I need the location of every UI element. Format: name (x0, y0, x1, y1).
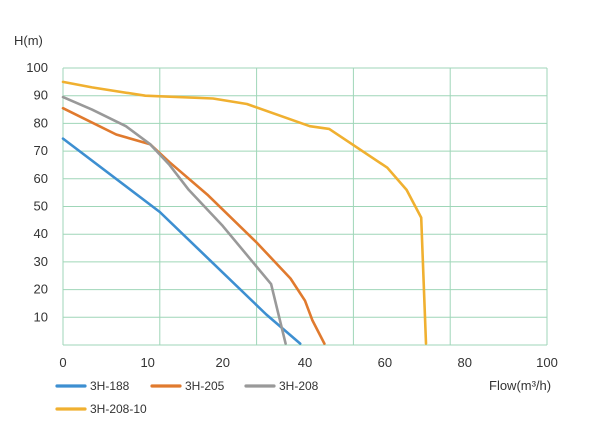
x-tick-label: 10 (140, 355, 154, 370)
series-line-3h-205 (61, 106, 326, 345)
y-tick-label: 10 (34, 309, 48, 324)
y-tick-label: 20 (34, 282, 48, 297)
y-tick-label: 80 (34, 115, 48, 130)
series-line-3h-208 (61, 95, 287, 345)
tick-labels: 10 20 30 40 50 60 70 80 90 100 0 10 20 40 60 80 100 (26, 60, 558, 370)
series-line-3h-208-10 (61, 80, 428, 345)
series-lines (61, 80, 428, 345)
y-tick-label: 90 (34, 88, 48, 103)
legend-label: 3H-208-10 (90, 402, 147, 416)
x-tick-label: 100 (536, 355, 558, 370)
x-tick-label: 60 (378, 355, 392, 370)
x-tick-label: 80 (457, 355, 471, 370)
legend: 3H-188 3H-205 3H-208 3H-208-10 (55, 379, 319, 416)
y-tick-label: 30 (34, 254, 48, 269)
y-axis-title: H(m) (14, 33, 43, 48)
x-axis-title: Flow(m³/h) (489, 378, 551, 393)
legend-label: 3H-208 (279, 379, 319, 393)
y-tick-label: 70 (34, 143, 48, 158)
y-tick-label: 60 (34, 171, 48, 186)
y-tick-label: 40 (34, 226, 48, 241)
y-tick-label: 50 (34, 199, 48, 214)
x-tick-label: 20 (215, 355, 229, 370)
series-line-3h-188 (61, 137, 302, 345)
x-tick-label: 0 (59, 355, 66, 370)
x-tick-label: 40 (298, 355, 312, 370)
grid (62, 67, 548, 346)
legend-label: 3H-188 (90, 379, 130, 393)
y-tick-label: 100 (26, 60, 48, 75)
legend-label: 3H-205 (185, 379, 225, 393)
